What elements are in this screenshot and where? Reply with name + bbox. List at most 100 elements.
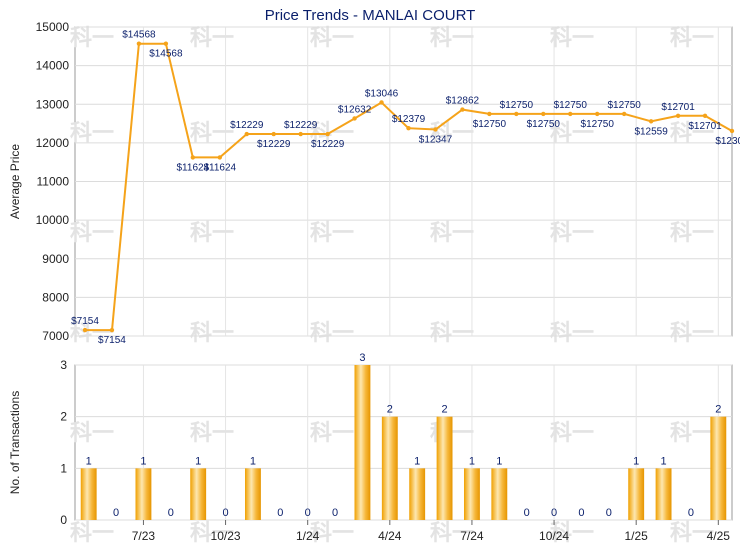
price-data-label: $12750 — [473, 119, 507, 130]
transaction-count-label: 0 — [688, 507, 694, 519]
transaction-count-label: 0 — [305, 507, 311, 519]
price-point — [487, 111, 492, 117]
watermark-text: 科一 — [550, 321, 594, 346]
transaction-count-label: 0 — [168, 507, 174, 519]
watermark-text: 科一 — [430, 26, 474, 51]
price-point — [433, 127, 438, 132]
transaction-count-label: 0 — [578, 507, 584, 519]
watermark-text: 科一 — [190, 421, 234, 446]
watermark-text: 科一 — [430, 121, 474, 146]
price-y-tick-label: 15000 — [36, 20, 70, 34]
price-point — [514, 111, 519, 117]
transactions-y-tick-label: 3 — [60, 358, 67, 372]
watermark-text: 科一 — [70, 221, 114, 246]
transaction-count-label: 0 — [524, 507, 530, 519]
price-data-label: $7154 — [71, 316, 99, 327]
transaction-count-label: 0 — [551, 507, 557, 519]
price-data-label: $12229 — [284, 120, 318, 131]
price-point — [621, 111, 627, 117]
price-point — [271, 131, 276, 137]
price-y-tick-label: 13000 — [36, 97, 70, 111]
watermark-text: 科一 — [190, 26, 234, 51]
price-point — [82, 327, 88, 333]
watermark-text: 科一 — [190, 121, 234, 146]
watermark-text: 科一 — [670, 221, 714, 246]
price-y-axis-title: Average Price — [8, 144, 22, 219]
watermark-text: 科一 — [550, 121, 594, 146]
price-point — [406, 126, 411, 131]
price-y-tick-label: 12000 — [36, 136, 70, 150]
watermark-text: 科一 — [190, 321, 234, 346]
watermark-text: 科一 — [70, 521, 114, 546]
watermark-text: 科一 — [430, 321, 474, 346]
transactions-y-axis-title: No. of Transactions — [8, 391, 22, 494]
watermark-text: 科一 — [190, 221, 234, 246]
price-data-label: $12750 — [527, 119, 561, 130]
price-point — [568, 111, 573, 117]
watermark-text: 科一 — [310, 26, 354, 51]
price-data-label: $12229 — [257, 139, 291, 150]
price-data-label: $12750 — [554, 100, 588, 111]
transaction-count-label: 2 — [442, 404, 448, 416]
transaction-count-label: 0 — [277, 507, 283, 519]
price-data-label: $12750 — [500, 100, 534, 111]
transaction-count-label: 2 — [715, 404, 721, 416]
price-y-tick-label: 7000 — [42, 329, 69, 343]
price-data-label: $11624 — [203, 162, 236, 173]
watermark-text: 科一 — [430, 521, 474, 546]
chart-title: Price Trends - MANLAI COURT — [264, 7, 476, 24]
transaction-count-label: 0 — [113, 507, 119, 519]
watermark-text: 科一 — [550, 221, 594, 246]
price-y-tick-label: 8000 — [42, 290, 69, 304]
price-point — [379, 100, 384, 105]
price-data-label: $12229 — [311, 139, 345, 150]
price-data-label: $12559 — [634, 126, 668, 137]
watermark-text: 科一 — [70, 26, 114, 51]
watermark-text: 科一 — [550, 26, 594, 51]
transaction-count-label: 1 — [469, 455, 475, 467]
price-data-label: $12862 — [446, 96, 480, 107]
transaction-count-label: 1 — [86, 455, 92, 467]
watermark-text: 科一 — [670, 421, 714, 446]
x-tick-label: 7/23 — [132, 529, 156, 543]
price-point — [109, 327, 115, 333]
watermark-text: 科一 — [550, 521, 594, 546]
transaction-bar — [491, 468, 508, 520]
price-y-tick-label: 9000 — [42, 252, 69, 266]
transaction-bar — [80, 468, 97, 520]
transaction-count-label: 1 — [661, 455, 667, 467]
price-point — [298, 131, 303, 137]
watermark-text: 科一 — [70, 421, 114, 446]
watermark-text: 科一 — [430, 221, 474, 246]
watermark-text: 科一 — [70, 121, 114, 146]
transaction-count-label: 1 — [140, 455, 146, 467]
price-point — [217, 155, 222, 160]
transaction-count-label: 0 — [606, 507, 612, 519]
watermark-text: 科一 — [70, 321, 114, 346]
watermark-text: 科一 — [310, 521, 354, 546]
price-data-label: $12308 — [715, 136, 740, 147]
transaction-bar — [244, 468, 261, 520]
watermark-text: 科一 — [670, 521, 714, 546]
price-point — [244, 131, 249, 137]
x-tick-label: 10/23 — [211, 529, 241, 543]
transaction-bar — [628, 468, 645, 520]
transaction-count-label: 1 — [195, 455, 201, 467]
watermark-text: 科一 — [310, 421, 354, 446]
price-y-tick-label: 11000 — [37, 175, 70, 189]
transaction-bar — [655, 468, 672, 520]
watermark-text: 科一 — [310, 321, 354, 346]
price-point — [163, 41, 169, 46]
transaction-bar — [135, 468, 152, 520]
transaction-bar — [190, 468, 207, 520]
x-tick-label: 7/24 — [460, 529, 484, 543]
price-point — [541, 111, 546, 117]
price-point — [675, 113, 681, 118]
transactions-y-tick-label: 1 — [60, 461, 67, 475]
transaction-count-label: 0 — [223, 507, 229, 519]
transaction-bar — [710, 416, 727, 520]
price-point — [460, 107, 465, 112]
x-tick-label: 4/25 — [707, 529, 731, 543]
transaction-count-label: 0 — [332, 507, 338, 519]
